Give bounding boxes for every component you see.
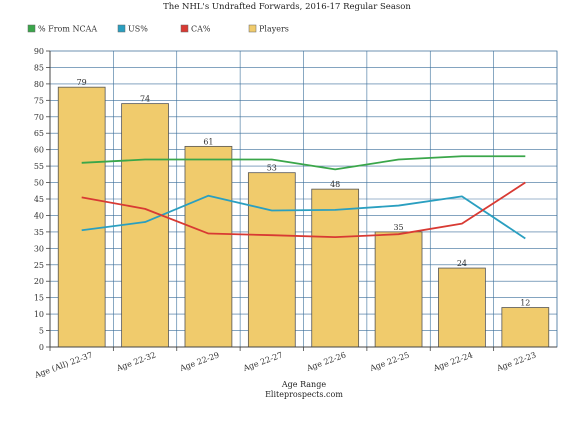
chart-title: The NHL's Undrafted Forwards, 2016-17 Re… [163,2,411,12]
y-tick-label: 70 [34,113,44,122]
y-tick-label: 90 [34,47,44,56]
legend-swatch [180,24,189,33]
y-tick-label: 60 [34,146,44,155]
series-line [81,181,526,239]
series-line [81,194,526,240]
bar-data-label: 53 [267,164,277,173]
legend-label: US% [128,25,148,34]
y-tick-label: 25 [34,261,44,270]
x-tick-label: Age 22-26 [304,350,347,373]
legend-swatch [117,24,126,33]
x-axis: Age (All) 22-37 Age 22-32 Age 22-29 Age 22-… [33,346,557,380]
bar [501,307,550,348]
legend: % From NCAA US% CA% Players [27,24,289,34]
y-tick-label: 5 [39,327,44,336]
y-tick-label: 80 [34,80,44,89]
x-tick-label: Age (All) 22-37 [33,350,94,380]
legend-swatch [27,24,36,33]
y-tick-label: 45 [34,195,44,204]
bar-data-label: 61 [203,137,213,146]
legend-swatch [248,24,257,33]
legend-label: % From NCAA [38,25,97,34]
bar [121,103,169,348]
x-tick-label: Age 22-23 [495,350,538,373]
bar [247,172,296,348]
bar [184,145,233,348]
x-axis-title: Age Range [281,380,326,389]
y-tick-label: 50 [34,179,44,188]
line-series [81,155,526,240]
x-tick-label: Age 22-32 [114,350,157,373]
bar [311,188,360,348]
y-tick-label: 75 [34,96,44,105]
y-tick-label: 40 [34,211,44,220]
x-tick-label: Age 22-27 [241,350,284,373]
y-tick-label: 35 [34,228,44,237]
bar [438,267,486,348]
y-tick-label: 85 [34,63,44,72]
series-line [81,155,526,171]
y-tick-label: 30 [34,244,44,253]
bar-data-label: 35 [393,223,403,232]
bar [57,86,106,348]
y-tick-label: 15 [34,294,44,303]
x-tick-label: Age 22-29 [178,350,221,373]
y-tick-label: 10 [34,310,44,319]
bar-data-label: 48 [330,180,340,189]
bar-data-label: 24 [457,259,467,268]
bar-data-label: 74 [140,95,150,104]
y-axis: 0 5 10 15 20 25 30 35 40 45 50 55 60 65 70 75 80 85 90 [34,47,51,352]
y-tick-label: 55 [34,162,44,171]
bar-series: 79 74 61 53 48 35 24 12 [57,78,550,348]
y-tick-label: 20 [34,277,44,286]
source-label: Eliteprospects.com [265,390,343,399]
legend-label: Players [259,25,289,34]
bar-data-label: 79 [77,78,87,87]
x-tick-label: Age 22-24 [431,350,474,373]
bar [374,231,423,348]
y-tick-label: 65 [34,129,44,138]
y-tick-label: 0 [39,343,44,352]
x-tick-label: Age 22-25 [368,350,411,373]
legend-label: CA% [191,25,211,34]
bar-data-label: 12 [520,299,530,308]
